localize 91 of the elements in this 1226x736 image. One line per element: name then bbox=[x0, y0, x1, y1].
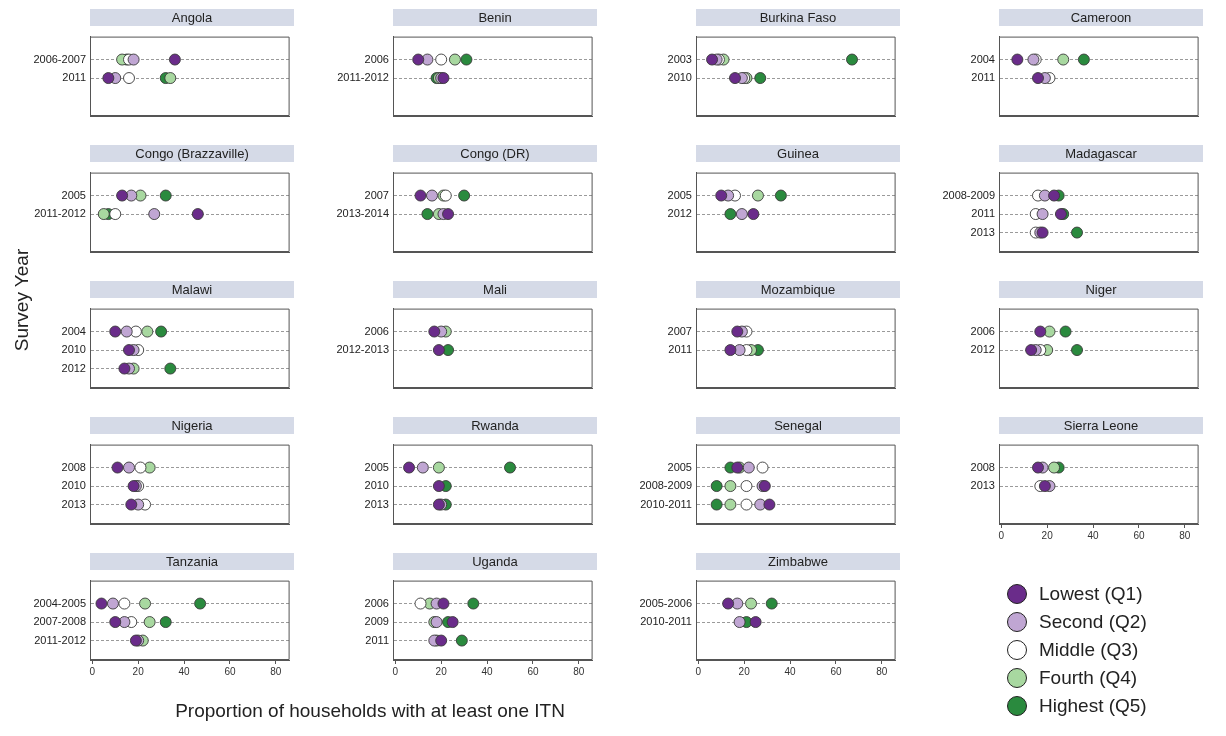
y-tick-label: 2004 bbox=[970, 52, 995, 65]
y-tick-label: 2009 bbox=[364, 615, 389, 628]
chart-title: Nigeria bbox=[90, 417, 294, 434]
x-tick-label: 80 bbox=[573, 665, 585, 677]
y-tick-label: 2004 bbox=[61, 324, 86, 337]
x-tick-label: 20 bbox=[1041, 529, 1054, 541]
x-tick-label: 20 bbox=[435, 665, 448, 677]
y-tick-label: 2003 bbox=[667, 52, 692, 65]
y-tick-label: 2010 bbox=[364, 479, 389, 492]
chart-title: Rwanda bbox=[393, 417, 597, 434]
x-tick-label: 0 bbox=[695, 665, 702, 677]
y-tick-label: 2007 bbox=[364, 188, 389, 201]
y-tick-label: 2005 bbox=[61, 188, 86, 201]
y-tick-label: 2008 bbox=[970, 460, 995, 473]
y-tick-label: 2012 bbox=[667, 207, 692, 220]
y-tick-label: 2006-2007 bbox=[33, 52, 86, 65]
y-tick-label: 2008 bbox=[61, 460, 86, 473]
y-tick-label: 2013 bbox=[970, 479, 995, 492]
y-tick-label: 2011 bbox=[62, 71, 86, 84]
chart-title: Malawi bbox=[90, 281, 294, 298]
x-tick-label: 20 bbox=[132, 665, 145, 677]
chart-title: Sierra Leone bbox=[999, 417, 1203, 434]
y-tick-label: 2011 bbox=[365, 633, 389, 646]
x-tick-label: 40 bbox=[1087, 529, 1100, 541]
y-tick-label: 2011-2012 bbox=[34, 207, 86, 220]
y-tick-label: 2010 bbox=[61, 343, 86, 356]
chart-title: Mozambique bbox=[696, 281, 900, 298]
y-tick-label: 2010 bbox=[61, 479, 86, 492]
y-tick-label: 2011-2012 bbox=[34, 633, 86, 646]
x-tick-label: 0 bbox=[89, 665, 96, 677]
x-tick-label: 0 bbox=[392, 665, 399, 677]
y-tick-label: 2010-2011 bbox=[640, 615, 692, 628]
x-tick-label: 60 bbox=[527, 665, 539, 677]
y-tick-label: 2013 bbox=[970, 225, 995, 238]
y-axis-title: Survey Year bbox=[11, 248, 33, 352]
x-tick-label: 80 bbox=[876, 665, 888, 677]
x-tick-label: 80 bbox=[1179, 529, 1191, 541]
chart-title: Burkina Faso bbox=[696, 9, 900, 26]
y-tick-label: 2008-2009 bbox=[639, 479, 692, 492]
y-tick-label: 2013 bbox=[364, 497, 389, 510]
x-tick-label: 80 bbox=[270, 665, 282, 677]
chart-title: Uganda bbox=[393, 553, 597, 570]
x-tick-label: 40 bbox=[178, 665, 191, 677]
chart-title: Angola bbox=[90, 9, 294, 26]
chart-title: Niger bbox=[999, 281, 1203, 298]
y-tick-label: 2010 bbox=[667, 71, 692, 84]
x-tick-label: 40 bbox=[784, 665, 797, 677]
y-tick-label: 2005 bbox=[667, 460, 692, 473]
y-tick-label: 2004-2005 bbox=[33, 596, 86, 609]
y-tick-label: 2010-2011 bbox=[640, 497, 692, 510]
y-tick-label: 2005 bbox=[667, 188, 692, 201]
legend-label: Middle (Q3) bbox=[1039, 639, 1139, 661]
y-tick-label: 2012 bbox=[61, 361, 86, 374]
y-tick-label: 2011-2012 bbox=[337, 71, 389, 84]
chart-title: Congo (DR) bbox=[393, 145, 597, 162]
y-tick-label: 2013-2014 bbox=[336, 207, 389, 220]
y-tick-label: 2006 bbox=[364, 52, 389, 65]
legend-label: Second (Q2) bbox=[1039, 611, 1147, 633]
chart-title: Congo (Brazzaville) bbox=[90, 145, 294, 162]
y-tick-label: 2006 bbox=[364, 324, 389, 337]
legend-label: Lowest (Q1) bbox=[1039, 583, 1143, 605]
y-tick-label: 2012 bbox=[970, 343, 995, 356]
x-tick-label: 40 bbox=[481, 665, 494, 677]
chart-title: Madagascar bbox=[999, 145, 1203, 162]
legend-label: Fourth (Q4) bbox=[1039, 667, 1138, 689]
x-tick-label: 0 bbox=[998, 529, 1005, 541]
x-tick-label: 60 bbox=[1133, 529, 1145, 541]
y-tick-label: 2012-2013 bbox=[336, 343, 389, 356]
y-tick-label: 2006 bbox=[364, 596, 389, 609]
y-tick-label: 2005 bbox=[364, 460, 389, 473]
y-tick-label: 2008-2009 bbox=[942, 188, 995, 201]
chart-title: Benin bbox=[393, 9, 597, 26]
legend-label: Highest (Q5) bbox=[1039, 695, 1147, 717]
chart-title: Zimbabwe bbox=[696, 553, 900, 570]
y-tick-label: 2007 bbox=[667, 324, 692, 337]
y-tick-label: 2006 bbox=[970, 324, 995, 337]
y-tick-label: 2007-2008 bbox=[33, 615, 86, 628]
chart-title: Mali bbox=[393, 281, 597, 298]
x-tick-label: 60 bbox=[830, 665, 842, 677]
x-tick-label: 60 bbox=[224, 665, 236, 677]
y-tick-label: 2011 bbox=[668, 343, 692, 356]
x-tick-label: 20 bbox=[738, 665, 751, 677]
chart-title: Senegal bbox=[696, 417, 900, 434]
chart-title: Guinea bbox=[696, 145, 900, 162]
y-tick-label: 2011 bbox=[971, 71, 995, 84]
chart-title: Cameroon bbox=[999, 9, 1203, 26]
chart-title: Tanzania bbox=[90, 553, 294, 570]
y-tick-label: 2011 bbox=[971, 207, 995, 220]
y-tick-label: 2013 bbox=[61, 497, 86, 510]
y-tick-label: 2005-2006 bbox=[639, 596, 692, 609]
x-axis-title: Proportion of households with at least one ITN bbox=[175, 700, 565, 722]
